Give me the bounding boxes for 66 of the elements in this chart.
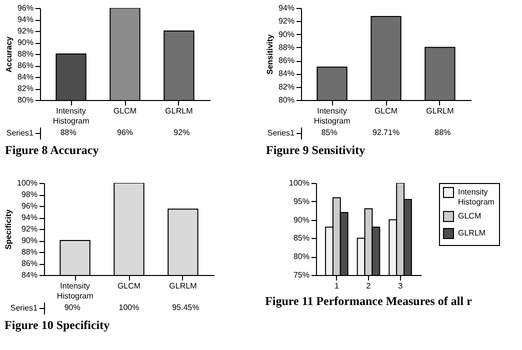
y-tick-label: 75% xyxy=(293,270,310,280)
y-tick-label: 95% xyxy=(293,196,310,206)
y-tick-label: 94% xyxy=(21,213,38,222)
y-tick-label: 84% xyxy=(21,270,38,280)
data-label: 88% xyxy=(434,128,451,137)
y-axis-title: Sensitivity xyxy=(265,34,274,75)
y-tick-label: 85% xyxy=(293,234,310,243)
y-tick-label: 96% xyxy=(21,202,38,210)
y-axis-title: Specificity xyxy=(4,208,14,250)
y-tick-label: 92% xyxy=(278,16,294,26)
y-tick-label: 82% xyxy=(278,82,294,92)
y-tick-label: 92% xyxy=(21,224,38,234)
x-tick-label: Intensity Histogram xyxy=(52,106,90,126)
data-label: 92.71% xyxy=(372,128,400,137)
data-label: 92% xyxy=(174,128,190,137)
legend-label: Series1 xyxy=(6,128,34,138)
x-tick-label: GLCM xyxy=(117,282,141,290)
x-tick-label: 2 xyxy=(366,282,372,290)
y-tick-label: 88% xyxy=(17,50,34,58)
y-tick-label: 80% xyxy=(278,96,294,104)
y-tick-label: 86% xyxy=(17,61,34,70)
x-tick-label: 3 xyxy=(398,282,404,290)
legend-label: Series1 xyxy=(267,128,296,138)
y-tick-label: 90% xyxy=(17,38,34,47)
y-tick-label: 100% xyxy=(289,178,310,188)
y-tick-label: 90% xyxy=(293,215,310,224)
y-tick-label: 82% xyxy=(17,84,34,93)
data-label: 90% xyxy=(64,303,80,312)
text: Figure 11 Performance Measures of all r xyxy=(265,294,473,308)
x-tick-label: GLRLM xyxy=(165,106,194,116)
data-label: 85% xyxy=(321,128,338,137)
y-tick-label: 100% xyxy=(17,178,38,188)
y-tick-label: 88% xyxy=(21,248,38,256)
y-tick-label: 86% xyxy=(278,56,294,66)
y-tick-label: 90% xyxy=(278,30,294,39)
x-tick-label: 1 xyxy=(334,282,340,290)
y-tick-label: 90% xyxy=(21,236,38,245)
x-tick-label: GLCM xyxy=(374,106,398,116)
y-axis-title: Accuracy xyxy=(4,36,14,73)
data-label: 100% xyxy=(118,303,140,312)
y-tick-label: 80% xyxy=(17,96,34,104)
y-tick-label: 94% xyxy=(17,15,34,24)
y-tick-label: 84% xyxy=(278,69,294,78)
legend-label: Series1 xyxy=(10,304,38,312)
x-tick-label: GLRLM xyxy=(169,282,198,290)
x-tick-label: Intensity Histogram xyxy=(56,282,94,300)
y-tick-label: 98% xyxy=(21,190,38,199)
data-label: 88% xyxy=(60,128,76,137)
text: Figure 10 Specificity xyxy=(4,318,110,332)
text: Figure 8 Accuracy xyxy=(4,143,99,157)
y-tick-label: 92% xyxy=(17,26,34,36)
y-tick-label: 96% xyxy=(17,4,34,12)
y-tick-label: 86% xyxy=(21,259,38,268)
x-tick-label: Intensity Histogram xyxy=(314,106,351,126)
y-tick-label: 88% xyxy=(278,42,294,52)
y-tick-label: 84% xyxy=(17,72,34,82)
y-tick-label: 80% xyxy=(293,252,310,262)
x-tick-label: GLRLM xyxy=(426,106,454,116)
data-label: 96% xyxy=(116,128,134,137)
data-label: 95.45% xyxy=(172,303,200,312)
legend-label: GLRLM xyxy=(458,228,486,238)
legend-label: Intensity Histogram xyxy=(458,188,495,206)
text: Figure 9 Sensitivity xyxy=(266,143,366,157)
x-tick-label: GLCM xyxy=(113,106,137,116)
legend-label: GLCM xyxy=(458,212,482,220)
y-tick-label: 94% xyxy=(278,4,294,12)
